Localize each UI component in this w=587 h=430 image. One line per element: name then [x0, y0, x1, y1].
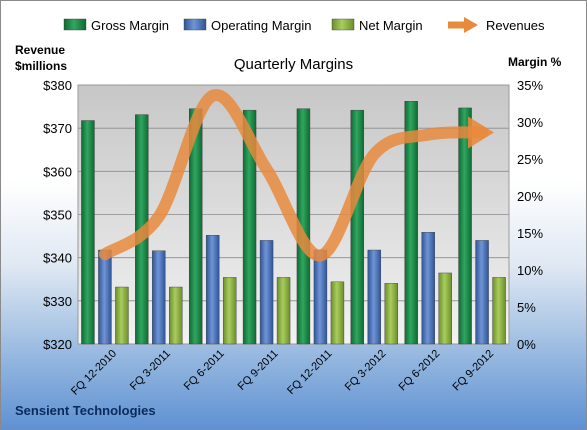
legend-label: Operating Margin — [211, 18, 311, 33]
y-right-tick-label: 15% — [517, 226, 543, 241]
y-right-tick-label: 35% — [517, 78, 543, 93]
bar-operating-margin — [98, 249, 112, 345]
bar-operating-margin — [313, 249, 328, 345]
chart-title: Quarterly Margins — [234, 56, 353, 73]
y-right-tick-label: 10% — [517, 263, 543, 278]
y-right-tick-label: 5% — [517, 300, 536, 315]
y-right-tick-label: 20% — [517, 189, 543, 204]
legend-label: Gross Margin — [91, 18, 169, 33]
footer-label: Sensient Technologies — [15, 403, 156, 418]
bar-net-margin — [276, 277, 291, 345]
y-right-axis-label: Margin % — [508, 55, 562, 69]
legend-swatch — [63, 18, 87, 31]
x-tick-label: FQ 6-2011 — [182, 348, 227, 393]
y-left-axis-label: Revenue — [15, 43, 65, 57]
bar-gross-margin — [81, 120, 95, 345]
bar-net-margin — [384, 283, 399, 345]
bar-net-margin — [115, 286, 129, 345]
legend-label: Net Margin — [359, 18, 423, 33]
x-tick-label: FQ 3-2012 — [343, 348, 389, 394]
bar-operating-margin — [152, 250, 166, 345]
y-right-tick-label: 0% — [517, 337, 536, 352]
bar-operating-margin — [475, 240, 489, 345]
x-tick-label: FQ 12-2011 — [285, 348, 334, 397]
revenue-arrowhead — [468, 116, 495, 149]
x-tick-label: FQ 9-2012 — [451, 348, 497, 394]
bar-net-margin — [330, 281, 345, 345]
bar-operating-margin — [205, 235, 220, 345]
y-left-tick-label: $320 — [43, 337, 72, 352]
revenue-line — [98, 89, 489, 262]
x-tick-label: FQ 9-2011 — [236, 348, 281, 393]
y-left-tick-label: $350 — [43, 208, 72, 223]
bar-gross-margin — [404, 101, 418, 345]
legend-swatch-arrow — [464, 17, 478, 33]
bar-gross-margin — [350, 109, 365, 345]
bar-net-margin — [438, 272, 452, 345]
y-right-tick-label: 25% — [517, 152, 543, 167]
y-left-axis-label: $millions — [15, 59, 67, 73]
y-left-tick-label: $360 — [43, 164, 72, 179]
x-tick-label: FQ 12-2010 — [69, 348, 119, 398]
bar-operating-margin — [421, 232, 435, 345]
y-left-tick-label: $340 — [43, 251, 72, 266]
legend-swatch — [183, 18, 207, 31]
bar-gross-margin — [242, 109, 257, 345]
bar-net-margin — [169, 286, 183, 345]
x-tick-label: FQ 6-2012 — [397, 348, 443, 394]
y-right-tick-label: 30% — [517, 115, 543, 130]
bar-net-margin — [492, 277, 506, 345]
x-tick-label: FQ 3-2011 — [128, 348, 173, 393]
y-left-tick-label: $380 — [43, 78, 72, 93]
legend-label: Revenues — [486, 18, 545, 33]
bar-net-margin — [222, 277, 237, 345]
bar-operating-margin — [367, 249, 382, 345]
bar-operating-margin — [259, 240, 274, 345]
bar-gross-margin — [458, 107, 472, 345]
y-left-tick-label: $330 — [43, 294, 72, 309]
legend-swatch — [331, 18, 355, 31]
y-left-tick-label: $370 — [43, 121, 72, 136]
